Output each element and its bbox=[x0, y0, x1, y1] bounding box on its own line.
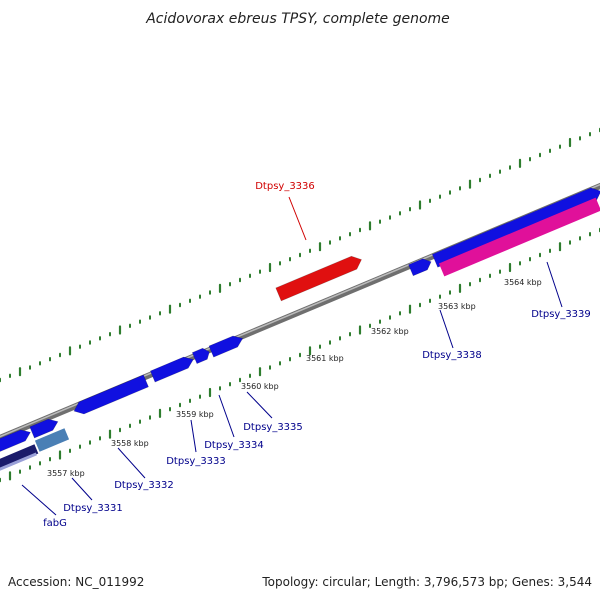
connector-6 bbox=[21, 484, 57, 516]
scale-label-5: 3562 kbp bbox=[371, 327, 409, 336]
gene-label-dtpsy-3339: Dtpsy_3339 bbox=[531, 309, 591, 320]
gene-fabg-highlight bbox=[0, 452, 37, 472]
gene-forward-small bbox=[408, 258, 432, 277]
gene-label-dtpsy-3336: Dtpsy_3336 bbox=[255, 181, 315, 192]
gene-dtpsy-3334 bbox=[191, 347, 210, 365]
gene-dtpsy-3331 bbox=[29, 418, 59, 439]
gene-features bbox=[0, 187, 600, 472]
accession-text: Accession: NC_011992 bbox=[8, 575, 144, 589]
inner-tick-track bbox=[0, 227, 600, 483]
connector-1 bbox=[246, 391, 273, 419]
scale-label-2: 3559 kbp bbox=[176, 410, 214, 419]
connector-8 bbox=[546, 261, 563, 308]
map-title: Acidovorax ebreus TPSY, complete genome bbox=[145, 11, 450, 27]
gene-label-dtpsy-3335: Dtpsy_3335 bbox=[243, 422, 303, 433]
gene-dtpsy-3339 bbox=[438, 197, 600, 277]
label-connectors bbox=[21, 196, 563, 516]
gene-label-dtpsy-3331: Dtpsy_3331 bbox=[63, 503, 123, 514]
gene-dtpsy-3332 bbox=[73, 374, 149, 415]
scale-labels: 3557 kbp 3558 kbp 3559 kbp 3560 kbp 3561 kbp… bbox=[47, 278, 542, 478]
connector-7 bbox=[439, 309, 454, 349]
scale-label-6: 3563 kbp bbox=[438, 302, 476, 311]
gene-forward-long bbox=[431, 187, 600, 268]
scale-label-7: 3564 kbp bbox=[504, 278, 542, 287]
gene-fabg-light bbox=[34, 428, 70, 452]
gene-dtpsy-3333 bbox=[149, 356, 194, 383]
gene-label-dtpsy-3332: Dtpsy_3332 bbox=[114, 480, 174, 491]
connector-4 bbox=[117, 447, 146, 479]
gene-labels: Dtpsy_3336 Dtpsy_3335 Dtpsy_3334 Dtpsy_3333… bbox=[43, 181, 591, 529]
scale-label-0: 3557 kbp bbox=[47, 469, 85, 478]
outer-tick-track bbox=[0, 127, 600, 383]
connector-2 bbox=[218, 394, 235, 438]
gene-label-dtpsy-3338: Dtpsy_3338 bbox=[422, 350, 482, 361]
gene-dtpsy-3335 bbox=[208, 335, 244, 358]
scale-label-3: 3560 kbp bbox=[241, 382, 279, 391]
scale-label-1: 3558 kbp bbox=[111, 439, 149, 448]
gene-fabg bbox=[0, 444, 39, 470]
gene-label-dtpsy-3334: Dtpsy_3334 bbox=[204, 440, 264, 451]
connector-5 bbox=[71, 477, 93, 501]
scale-label-4: 3561 kbp bbox=[306, 354, 344, 363]
connector-0 bbox=[288, 196, 307, 241]
gene-dtpsy-3336 bbox=[275, 255, 362, 302]
genome-info-text: Topology: circular; Length: 3,796,573 bp… bbox=[261, 575, 592, 589]
gene-label-fabg: fabG bbox=[43, 518, 67, 529]
gene-label-dtpsy-3333: Dtpsy_3333 bbox=[166, 456, 226, 467]
connector-3 bbox=[190, 419, 197, 453]
gene-dtpsy-3330 bbox=[0, 429, 31, 454]
